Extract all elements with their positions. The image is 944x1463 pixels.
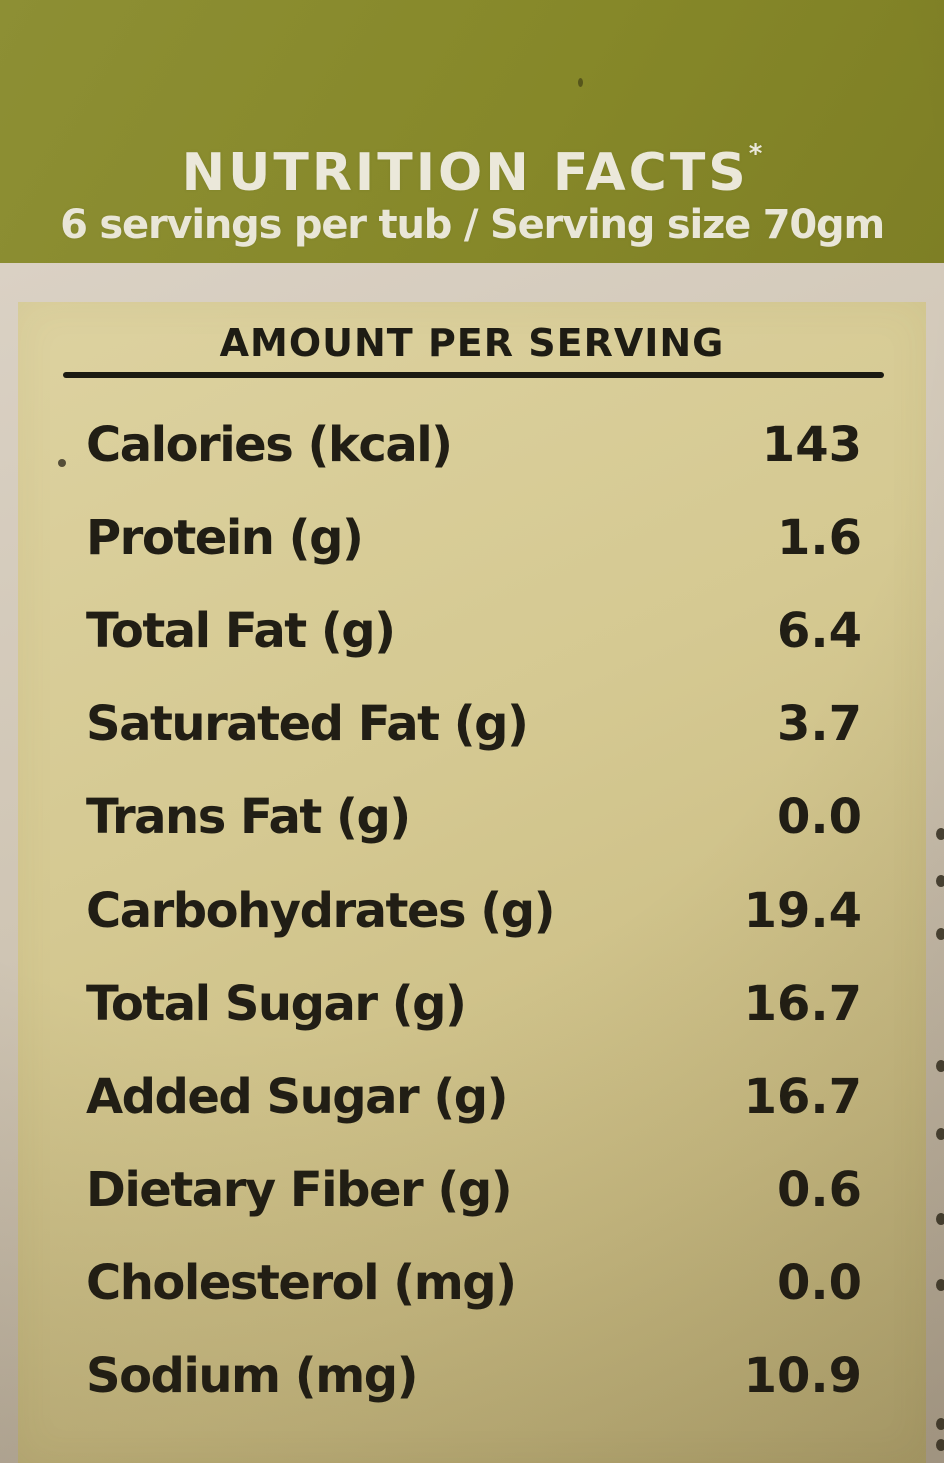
nutrient-label: Calories (kcal) [86, 416, 453, 473]
nutrient-label: Dietary Fiber (g) [86, 1162, 513, 1219]
serving-info-line: 6 servings per tub / Serving size 70gm [60, 202, 885, 248]
nutrient-value: 3.7 [776, 696, 862, 753]
edge-print-dot [936, 875, 944, 887]
footnote-asterisk: * [748, 139, 763, 169]
label-body: AMOUNT PER SERVING Calories (kcal) 143 P… [0, 263, 944, 1463]
nutrient-label: Cholesterol (mg) [86, 1255, 517, 1312]
table-row: Calories (kcal) 143 [18, 398, 926, 491]
edge-print-dot [936, 1279, 944, 1291]
edge-print-dot [936, 1060, 944, 1072]
table-row: Total Sugar (g) 16.7 [18, 957, 926, 1050]
nutrient-value: 16.7 [743, 1068, 862, 1125]
nutrient-value: 0.0 [776, 789, 862, 846]
nutrition-facts-title-text: NUTRITION FACTS [181, 143, 749, 203]
nutrient-value: 0.6 [776, 1162, 862, 1219]
nutrient-label: Saturated Fat (g) [86, 696, 529, 753]
edge-print-dot [936, 1128, 944, 1140]
nutrient-value: 19.4 [743, 882, 862, 939]
nutrient-value: 16.7 [743, 975, 862, 1032]
edge-print-dot [936, 1418, 944, 1430]
nutrient-label: Total Fat (g) [86, 602, 396, 659]
table-row: Total Fat (g) 6.4 [18, 584, 926, 677]
label-header-band: NUTRITION FACTS* 6 servings per tub / Se… [0, 0, 944, 263]
table-row: Carbohydrates (g) 19.4 [18, 864, 926, 957]
nutrient-value: 143 [761, 416, 862, 473]
edge-print-dot [936, 1213, 944, 1225]
nutrient-label: Total Sugar (g) [86, 975, 467, 1032]
nutrient-label: Carbohydrates (g) [86, 882, 556, 939]
amount-per-serving-heading: AMOUNT PER SERVING [219, 321, 725, 365]
heading-divider-rule [63, 372, 884, 378]
edge-print-dot [936, 928, 944, 940]
nutrient-label: Sodium (mg) [86, 1348, 419, 1405]
nutrition-facts-title: NUTRITION FACTS* [182, 141, 763, 199]
nutrition-table: Calories (kcal) 143 Protein (g) 1.6 Tota… [18, 398, 926, 1423]
nutrient-value: 6.4 [776, 602, 862, 659]
print-artifact-dot [58, 459, 66, 467]
table-row: Protein (g) 1.6 [18, 491, 926, 584]
table-row: Saturated Fat (g) 3.7 [18, 678, 926, 771]
nutrient-label: Added Sugar (g) [86, 1068, 509, 1125]
table-row: Sodium (mg) 10.9 [18, 1330, 926, 1423]
nutrient-value: 0.0 [776, 1255, 862, 1312]
nutrient-value: 1.6 [776, 509, 862, 566]
table-row: Cholesterol (mg) 0.0 [18, 1237, 926, 1330]
photo-speck [578, 78, 583, 87]
nutrient-value: 10.9 [743, 1348, 862, 1405]
nutrient-label: Trans Fat (g) [86, 789, 411, 846]
edge-print-dot [936, 828, 944, 840]
table-row: Added Sugar (g) 16.7 [18, 1050, 926, 1143]
table-row: Trans Fat (g) 0.0 [18, 771, 926, 864]
nutrition-panel: AMOUNT PER SERVING Calories (kcal) 143 P… [18, 302, 926, 1463]
table-row: Dietary Fiber (g) 0.6 [18, 1144, 926, 1237]
edge-print-dot [936, 1439, 944, 1451]
nutrient-label: Protein (g) [86, 509, 364, 566]
